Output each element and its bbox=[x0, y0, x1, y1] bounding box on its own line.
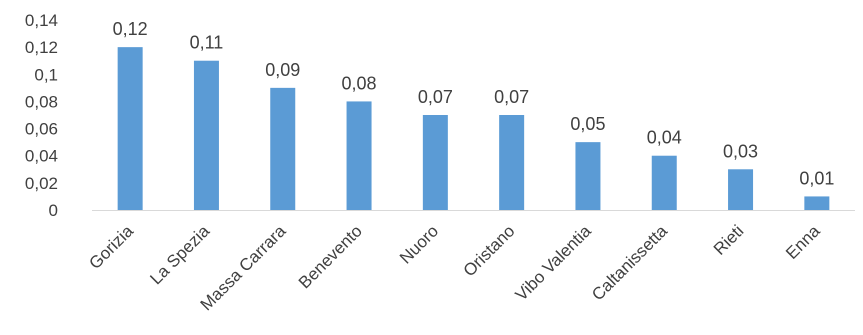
category-label: Vibo Valentia bbox=[512, 221, 596, 305]
y-tick-label: 0,12 bbox=[25, 38, 58, 57]
y-tick-label: 0,02 bbox=[25, 174, 58, 193]
category-label: Nuoro bbox=[396, 221, 442, 267]
bar bbox=[193, 60, 219, 210]
category-label: Rieti bbox=[710, 221, 747, 258]
category-label: Enna bbox=[782, 221, 824, 263]
category-label: Oristano bbox=[460, 221, 519, 280]
data-label: 0,04 bbox=[647, 128, 682, 148]
bar bbox=[270, 87, 296, 210]
data-label: 0,09 bbox=[265, 60, 300, 80]
data-label: 0,07 bbox=[418, 87, 453, 107]
data-label: 0,03 bbox=[723, 141, 758, 161]
data-label: 0,12 bbox=[113, 19, 148, 39]
bar bbox=[804, 196, 830, 210]
y-tick-label: 0,08 bbox=[25, 92, 58, 111]
bars bbox=[117, 47, 830, 211]
y-tick-label: 0,04 bbox=[25, 147, 58, 166]
bar bbox=[499, 115, 525, 210]
bar bbox=[346, 101, 372, 210]
y-tick-label: 0,06 bbox=[25, 120, 58, 139]
bar bbox=[575, 142, 601, 210]
data-labels: 0,12 0,11 0,09 0,08 0,07 0,07 0,05 0,04 0,03 0,01 bbox=[113, 19, 835, 188]
y-tick-label: 0,1 bbox=[34, 65, 58, 84]
data-label: 0,08 bbox=[342, 73, 377, 93]
category-label: Gorizia bbox=[85, 221, 137, 273]
data-label: 0,05 bbox=[570, 114, 605, 134]
category-label: Caltanissetta bbox=[588, 221, 671, 304]
data-label: 0,01 bbox=[799, 168, 834, 188]
y-tick-label: 0 bbox=[49, 201, 58, 220]
bar bbox=[117, 47, 143, 211]
category-label: La Spezia bbox=[146, 221, 213, 288]
data-label: 0,11 bbox=[190, 33, 224, 53]
y-tick-label: 0,14 bbox=[25, 11, 58, 30]
category-label: Benevento bbox=[295, 221, 366, 292]
data-label: 0,07 bbox=[494, 87, 529, 107]
bar bbox=[651, 155, 677, 210]
bar bbox=[728, 169, 754, 210]
y-axis: 0 0,02 0,04 0,06 0,08 0,1 0,12 0,14 bbox=[25, 11, 58, 220]
bar bbox=[422, 115, 448, 210]
